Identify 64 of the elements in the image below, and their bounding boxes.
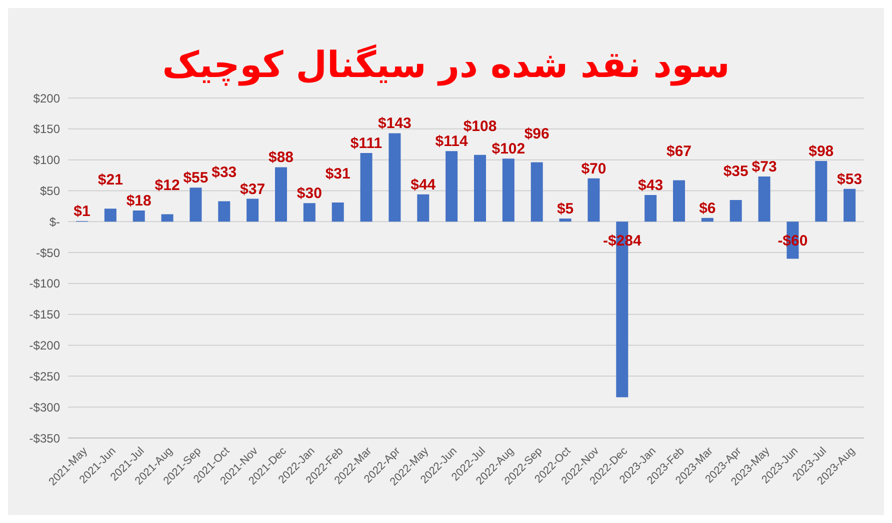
data-label: $53	[837, 170, 862, 188]
bar	[388, 133, 401, 222]
data-label: $98	[808, 143, 834, 160]
bar	[104, 208, 116, 222]
bar	[758, 176, 770, 222]
bar	[588, 178, 600, 222]
y-tick-label: $200	[33, 91, 60, 106]
data-label: $143	[378, 115, 412, 132]
data-label: $114	[435, 133, 468, 150]
data-label: $55	[183, 170, 208, 187]
bar	[673, 180, 685, 222]
bar	[559, 218, 572, 222]
bar	[218, 201, 230, 222]
bar	[132, 210, 145, 222]
y-tick-label: $50	[40, 184, 60, 198]
data-label: $21	[98, 172, 123, 189]
bar	[332, 202, 344, 222]
data-label: $96	[524, 125, 550, 142]
data-label: $111	[350, 135, 382, 152]
bar	[360, 153, 372, 222]
bar	[502, 158, 514, 222]
data-label: $88	[268, 149, 294, 166]
data-label: $12	[154, 177, 180, 194]
data-label: $102	[492, 140, 526, 158]
bar	[417, 194, 430, 222]
data-label: $43	[638, 177, 664, 194]
y-tick-label: -$250	[29, 369, 60, 384]
data-label: $33	[212, 164, 237, 182]
data-label: $31	[325, 165, 350, 182]
bar	[730, 200, 742, 222]
data-label: $73	[752, 158, 777, 176]
bar	[530, 162, 543, 222]
bar	[161, 214, 174, 222]
data-label: $37	[240, 180, 266, 198]
bar	[190, 188, 202, 222]
y-tick-label: -$100	[29, 276, 60, 291]
bar	[701, 218, 714, 222]
chart-title: سود نقد شده در سیگنال کوچیک	[161, 43, 731, 88]
data-label: $70	[581, 160, 606, 178]
bar	[246, 198, 259, 222]
y-tick-label: $-	[49, 214, 60, 229]
data-label: $18	[126, 192, 152, 210]
y-tick-label: $150	[33, 122, 60, 136]
data-label: $35	[723, 163, 748, 180]
bar	[275, 167, 287, 222]
bar	[474, 154, 486, 222]
bar	[644, 195, 657, 222]
data-label: $1	[74, 203, 90, 220]
y-tick-label: -$200	[29, 338, 60, 353]
y-tick-label: -$150	[29, 308, 60, 322]
data-label: $108	[463, 118, 497, 135]
data-label: $5	[556, 200, 574, 218]
bar	[844, 188, 856, 222]
y-tick-label: -$300	[29, 400, 60, 414]
data-label: $6	[699, 200, 716, 217]
y-tick-label: -$50	[36, 246, 60, 260]
bar	[303, 203, 316, 222]
data-label: $44	[410, 176, 436, 194]
data-label: $67	[666, 143, 692, 160]
bar	[446, 151, 458, 222]
data-label: $30	[296, 185, 322, 202]
bar	[815, 161, 828, 222]
y-tick-label: $100	[33, 153, 60, 168]
y-tick-label: -$350	[29, 431, 60, 446]
